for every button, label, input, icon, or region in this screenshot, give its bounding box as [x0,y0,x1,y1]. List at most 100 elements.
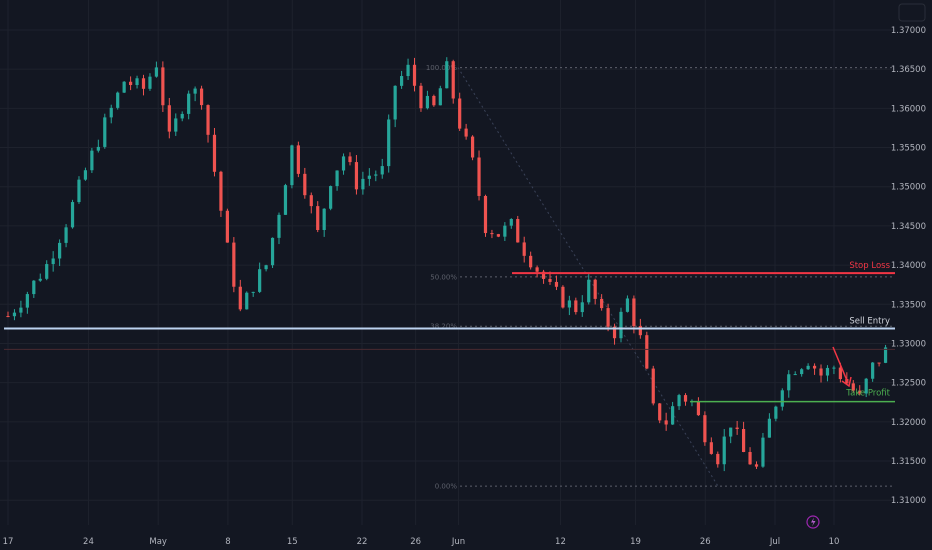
candle-body[interactable] [187,93,191,114]
candle-body[interactable] [58,242,62,259]
candle-body[interactable] [696,401,701,416]
candle-body[interactable] [483,195,488,234]
candle-body[interactable] [128,81,133,86]
candle-body[interactable] [825,367,830,376]
candle-body[interactable] [109,107,113,118]
candle-body[interactable] [780,390,784,407]
candle-body[interactable] [77,179,81,203]
candle-body[interactable] [606,308,610,327]
candle-body[interactable] [722,436,726,465]
candle-body[interactable] [800,369,804,375]
candle-body[interactable] [329,186,333,209]
candle-body[interactable] [741,429,746,453]
candle-body[interactable] [303,173,307,196]
candle-body[interactable] [322,208,326,231]
candle-body[interactable] [774,406,778,419]
candle-body[interactable] [729,427,733,437]
candle-body[interactable] [90,150,94,171]
candle-body[interactable] [354,162,359,190]
candle-body[interactable] [348,156,352,163]
candle-body[interactable] [296,145,300,174]
candle-body[interactable] [516,219,520,243]
candle-body[interactable] [561,286,565,308]
candle-body[interactable] [612,326,617,339]
candle-body[interactable] [12,312,17,317]
candle-body[interactable] [541,271,546,279]
candle-body[interactable] [70,202,75,228]
candle-body[interactable] [277,214,281,238]
candle-body[interactable] [438,88,442,106]
candle-body[interactable] [529,255,533,268]
candle-body[interactable] [671,406,675,425]
candle-body[interactable] [632,298,636,327]
candle-body[interactable] [709,442,713,454]
candle-body[interactable] [380,166,384,175]
fib-trend-line[interactable] [457,67,719,487]
candle-body[interactable] [400,76,404,86]
candle-body[interactable] [748,452,752,465]
candle-body[interactable] [683,395,688,402]
panel-toggle-icon[interactable] [898,3,926,22]
candle-body[interactable] [309,195,313,207]
candle-body[interactable] [64,227,68,243]
candle-body[interactable] [593,279,597,299]
candle-body[interactable] [871,362,875,379]
candle-body[interactable] [167,105,171,132]
candle-body[interactable] [567,300,571,308]
candle-body[interactable] [877,362,881,364]
candle-body[interactable] [503,225,507,237]
candle-body[interactable] [625,298,630,312]
candle-body[interactable] [477,157,481,196]
candle-body[interactable] [51,258,55,265]
candle-body[interactable] [258,269,262,292]
candle-body[interactable] [393,85,397,120]
candle-body[interactable] [451,61,455,99]
candle-body[interactable] [535,267,539,272]
time-axis[interactable]: 17 24 May 8 15 22 26 Jun 12 19 26 Jul 10 [3,537,840,547]
candle-body[interactable] [270,237,275,266]
candlestick-series[interactable] [6,57,888,472]
candle-body[interactable] [754,464,759,467]
candle-body[interactable] [264,265,268,270]
candle-body[interactable] [735,427,739,430]
candle-body[interactable] [180,113,184,119]
candle-body[interactable] [883,347,888,363]
candle-body[interactable] [25,294,29,308]
lightning-bolt-icon[interactable] [806,515,820,529]
candle-body[interactable] [851,383,855,391]
candle-body[interactable] [767,418,772,438]
candle-body[interactable] [458,98,462,129]
candle-body[interactable] [832,367,836,369]
candle-body[interactable] [490,233,494,235]
candle-body[interactable] [464,128,468,137]
candle-body[interactable] [251,291,255,293]
candle-body[interactable] [445,61,449,89]
candle-body[interactable] [387,119,391,167]
candle-body[interactable] [122,81,126,93]
candle-body[interactable] [806,365,810,370]
candle-body[interactable] [238,286,242,310]
candle-body[interactable] [283,185,288,215]
candle-body[interactable] [103,117,107,147]
candle-body[interactable] [212,134,217,172]
candle-body[interactable] [141,78,146,89]
candle-body[interactable] [367,175,371,179]
candle-body[interactable] [651,368,655,404]
candle-body[interactable] [232,242,236,287]
candle-body[interactable] [206,105,210,135]
candle-body[interactable] [548,278,552,282]
candle-body[interactable] [658,403,662,421]
candle-body[interactable] [812,365,817,369]
candle-body[interactable] [509,219,513,226]
candle-body[interactable] [638,326,642,336]
candle-body[interactable] [580,302,584,313]
candle-body[interactable] [38,278,42,281]
candle-body[interactable] [470,136,475,158]
candle-body[interactable] [335,170,339,187]
candle-body[interactable] [374,174,378,176]
candle-body[interactable] [45,264,49,279]
candle-body[interactable] [96,146,100,151]
candle-body[interactable] [154,67,159,77]
candle-body[interactable] [858,390,862,394]
